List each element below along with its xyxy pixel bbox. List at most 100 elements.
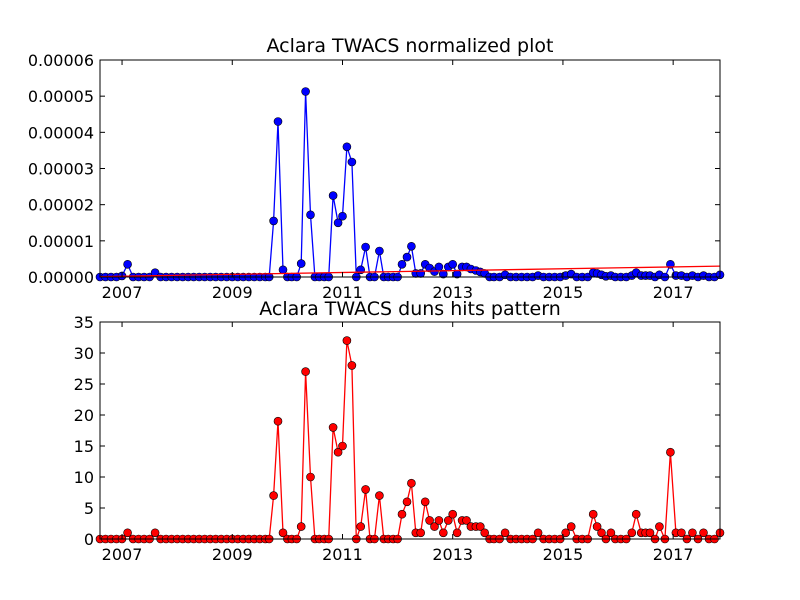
top-chart-data-point [434, 262, 444, 272]
bottom-chart-x-tick-label: 2011 [322, 545, 363, 564]
bottom-chart-y-tick-label: 5 [84, 499, 94, 518]
top-chart-x-tick-label: 2007 [102, 283, 143, 302]
top-chart-data-point [333, 218, 343, 228]
bottom-chart-x-tick-label: 2015 [543, 545, 584, 564]
top-chart-data-point [448, 259, 458, 269]
bottom-chart-data-point [347, 361, 357, 370]
top-chart-x-tick-label: 2009 [212, 283, 253, 302]
bottom-chart-data-point [452, 528, 462, 538]
bottom-chart-data-point [443, 516, 453, 525]
bottom-chart-data-point [328, 423, 338, 432]
bottom-chart-ticks: 2007 2009 2011 2013 2015 2017 0 5 10 15 20 25 30 35 [74, 313, 720, 564]
top-chart-y-tick-label: 0.00006 [28, 51, 94, 70]
top-chart-data-point [347, 157, 357, 167]
bottom-chart-data-point [375, 491, 384, 500]
bottom-chart-y-tick-label: 15 [74, 437, 94, 456]
bottom-chart-data-point [561, 528, 571, 538]
bottom-chart-data-point [645, 528, 655, 538]
top-chart-title: Aclara TWACS normalized plot [267, 35, 554, 57]
bottom-chart-data-point [677, 528, 686, 538]
bottom-chart-data-point [356, 522, 366, 531]
bottom-chart-x-tick-label: 2017 [653, 545, 694, 564]
top-chart-data-point [296, 259, 306, 268]
bottom-chart-data-point [150, 528, 160, 538]
bottom-chart-x-tick-label: 2007 [102, 545, 143, 564]
bottom-chart-title: Aclara TWACS duns hits pattern [259, 298, 561, 320]
top-chart-data-point [438, 269, 448, 279]
bottom-chart-y-tick-label: 30 [74, 344, 94, 363]
bottom-chart-data-point [606, 528, 616, 538]
bottom-chart-data-point [688, 528, 697, 538]
bottom-chart-data-point [269, 491, 278, 500]
bottom-chart-data-point [480, 528, 490, 538]
bottom-chart: Aclara TWACS duns hits pattern 2007 2009 2… [74, 298, 725, 564]
bottom-chart-x-tick-label: 2009 [212, 545, 253, 564]
bottom-chart-data-point [296, 522, 306, 531]
bottom-chart-axes-frame [99, 321, 721, 540]
top-chart-data-point [273, 117, 283, 126]
bottom-chart-data-point [666, 447, 675, 457]
bottom-chart-y-tick-label: 35 [74, 313, 94, 332]
bottom-chart-data-point [462, 516, 471, 525]
top-chart-y-tick-label: 0.00000 [28, 268, 94, 287]
bottom-chart-data-point [338, 441, 347, 451]
top-chart-x-tick-label: 2015 [543, 283, 584, 302]
bottom-chart-data-point [438, 528, 448, 538]
bottom-chart-data-point [333, 447, 343, 457]
bottom-chart-data-point [699, 528, 708, 538]
bottom-chart-data-point [301, 367, 310, 376]
top-chart-data-point [407, 242, 416, 251]
top-chart-data-point [123, 259, 132, 269]
top-chart-data-point [306, 210, 315, 220]
bottom-chart-data-point [430, 522, 439, 531]
top-chart-data-point [301, 87, 310, 96]
top-chart-x-tick-label: 2011 [322, 283, 363, 302]
bottom-chart-data-point [627, 528, 637, 538]
bottom-chart-x-tick-label: 2013 [432, 545, 473, 564]
top-chart-data-point [361, 242, 370, 252]
bottom-chart-y-tick-label: 10 [74, 468, 94, 487]
bottom-chart-data-point [597, 528, 606, 538]
bottom-chart-data-point [123, 528, 132, 538]
bottom-chart-y-tick-label: 25 [74, 375, 94, 394]
bottom-chart-data-point [342, 336, 352, 345]
top-chart-data-point [328, 191, 338, 200]
bottom-chart-data-point [500, 528, 510, 538]
bottom-chart-data-point [475, 522, 485, 531]
bottom-chart-data-point [631, 509, 641, 519]
top-chart-y-tick-label: 0.00003 [28, 160, 94, 179]
top-chart-data-point [278, 265, 288, 275]
bottom-chart-data-point [588, 509, 598, 519]
top-chart-y-tick-label: 0.00002 [28, 196, 94, 215]
bottom-chart-data-point [434, 516, 444, 525]
top-chart-data-point [338, 211, 347, 221]
top-chart-data-point [397, 259, 407, 269]
top-chart-data-point [342, 142, 352, 152]
bottom-chart-data-point [566, 522, 576, 531]
top-chart-x-tick-label: 2017 [653, 283, 694, 302]
bottom-chart-data-point [273, 416, 283, 426]
top-chart-data-point [402, 252, 412, 262]
top-chart-data-point [269, 216, 278, 226]
top-chart-ticks: 2007 2009 2011 2013 2015 2017 0.00000 0.00001 0.… [28, 51, 720, 302]
top-chart-x-tick-label: 2013 [432, 283, 473, 302]
bottom-chart-data-point [592, 522, 602, 531]
top-chart-y-tick-label: 0.00001 [28, 232, 94, 251]
top-chart-y-tick-label: 0.00005 [28, 87, 94, 106]
bottom-chart-data-point [420, 497, 430, 507]
top-chart-series-1-line [99, 265, 721, 278]
top-chart-y-tick-label: 0.00004 [28, 123, 94, 142]
bottom-chart-data-point [407, 478, 416, 488]
bottom-chart-data-point [655, 522, 664, 531]
bottom-chart-data-point [533, 528, 543, 538]
bottom-chart-y-tick-label: 20 [74, 406, 94, 425]
top-chart-data-point [375, 246, 384, 256]
bottom-chart-data-point [361, 485, 370, 494]
bottom-chart-data-point [397, 509, 407, 519]
bottom-chart-data-point [448, 509, 458, 519]
top-chart: Aclara TWACS normalized plot 2007 2009 201… [28, 35, 725, 302]
bottom-chart-data-point [425, 516, 434, 525]
bottom-chart-data-point [306, 472, 315, 482]
